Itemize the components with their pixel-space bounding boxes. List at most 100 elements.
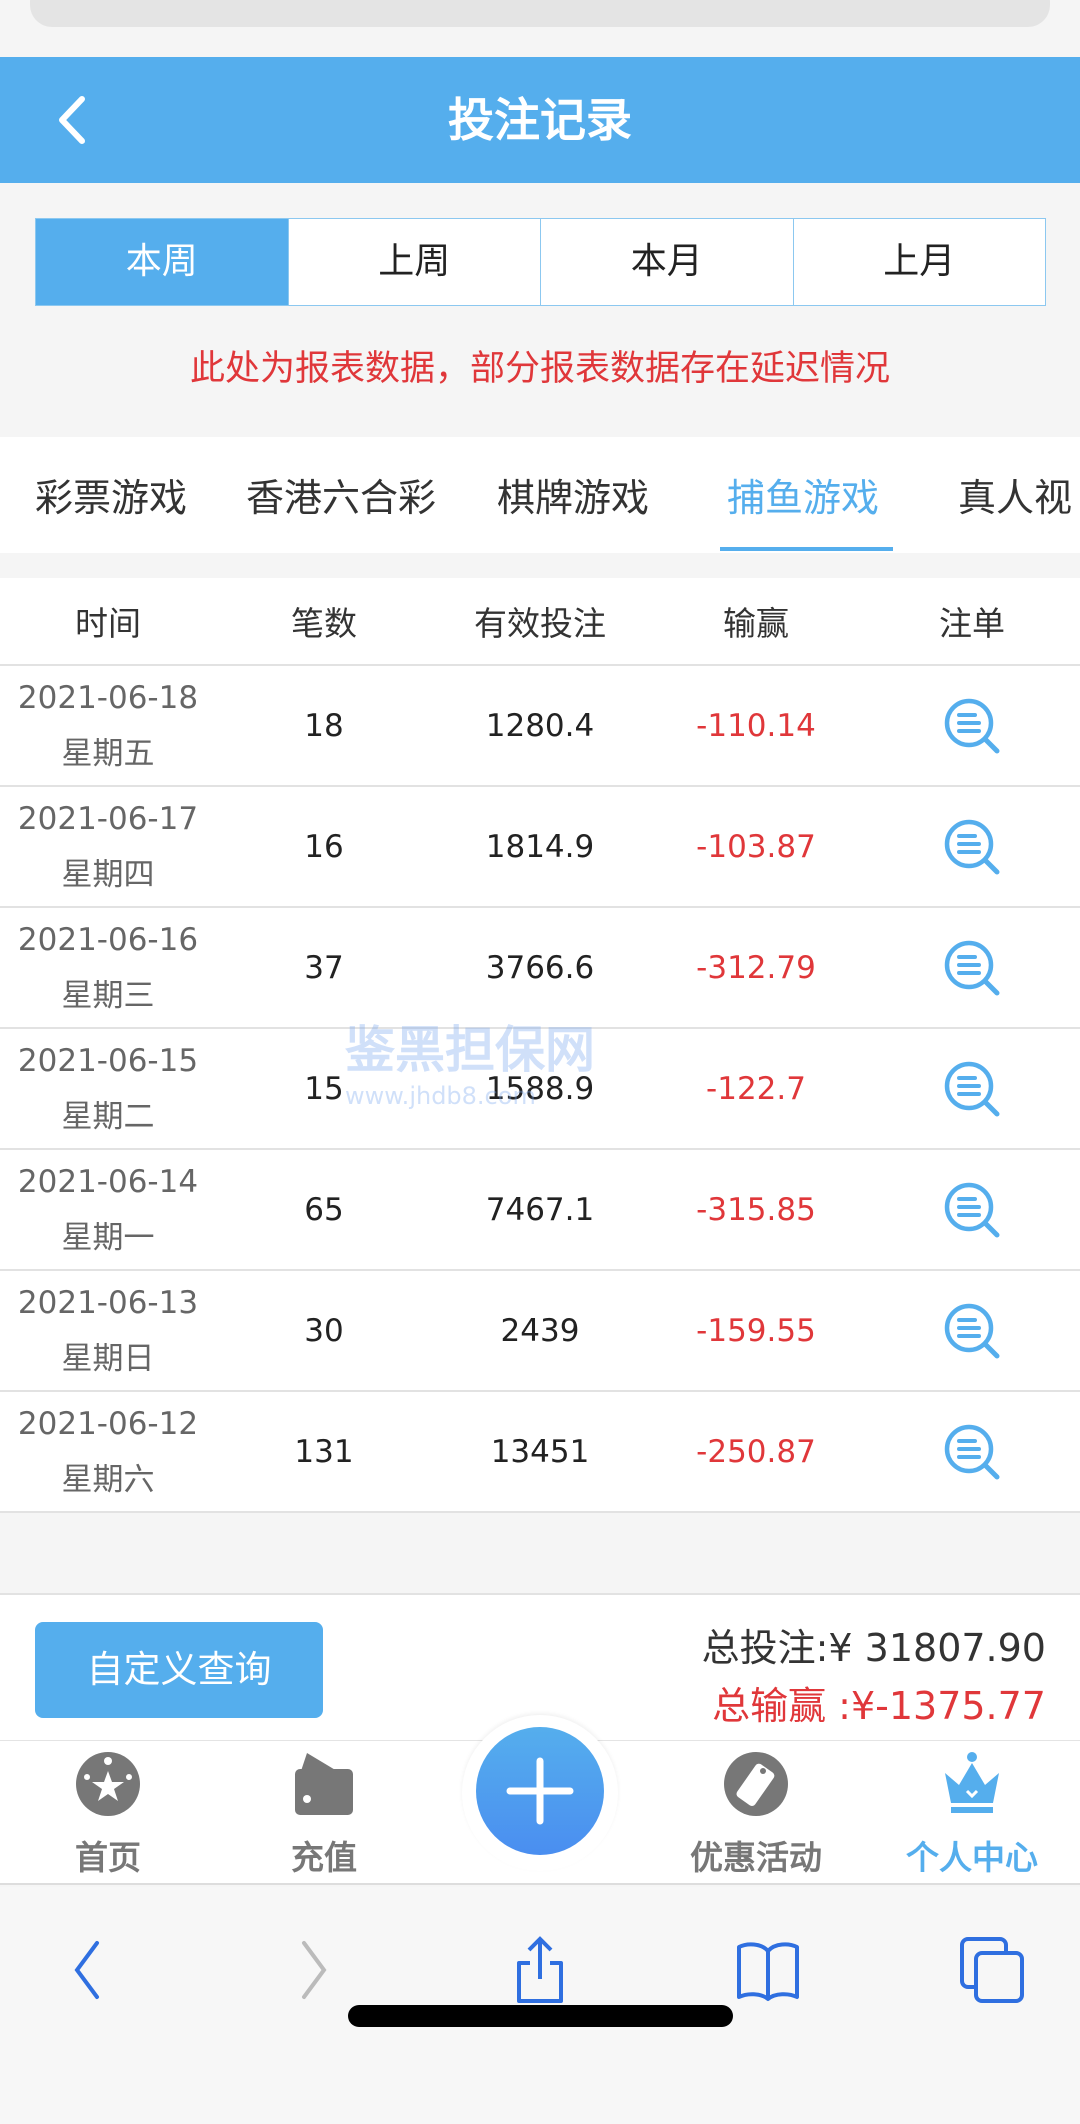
wallet-icon (295, 1753, 353, 1815)
cell-date: 2021-06-16 (17, 921, 199, 958)
cell-valid-bet: 1814.9 (485, 828, 595, 865)
back-button[interactable] (50, 93, 100, 147)
nav-promotions[interactable]: 优惠活动 (676, 1751, 836, 1879)
cell-valid-bet: 13451 (490, 1433, 590, 1470)
cell-win-loss: -122.7 (706, 1070, 806, 1107)
view-details-icon[interactable] (942, 696, 1002, 756)
cell-time: 2021-06-13 星期日 (0, 1275, 216, 1387)
custom-query-button[interactable]: 自定义查询 (35, 1622, 323, 1718)
view-details-icon[interactable] (942, 1422, 1002, 1482)
tab-card-games[interactable]: 棋牌游戏 (497, 476, 650, 520)
app-header: 投注记录 (0, 57, 1080, 183)
cell-weekday: 星期六 (61, 1461, 155, 1498)
col-valid-bet: 有效投注 (474, 604, 606, 643)
cell-bet-slip (864, 1422, 1080, 1482)
cell-date: 2021-06-18 (17, 679, 199, 716)
tabs-icon[interactable] (958, 1935, 1028, 2005)
cell-time: 2021-06-18 星期五 (0, 670, 216, 782)
nav-home[interactable]: 首页 (28, 1751, 188, 1879)
col-win-loss: 输赢 (723, 604, 789, 643)
table-row: 2021-06-13 星期日 30 2439 -159.55 (0, 1271, 1080, 1392)
table-row: 2021-06-17 星期四 16 1814.9 -103.87 (0, 787, 1080, 908)
page-title: 投注记录 (448, 93, 632, 147)
cell-time: 2021-06-14 星期一 (0, 1154, 216, 1266)
tab-last-week[interactable]: 上周 (287, 219, 541, 305)
cell-time: 2021-06-12 星期六 (0, 1396, 216, 1508)
cell-win-loss: -315.85 (696, 1191, 816, 1228)
cell-time: 2021-06-15 星期二 (0, 1033, 216, 1145)
plus-button[interactable] (476, 1727, 604, 1855)
col-time: 时间 (75, 604, 141, 643)
total-win-loss: 总输赢 :¥-1375.77 (712, 1684, 1046, 1728)
nav-profile[interactable]: 个人中心 (892, 1751, 1052, 1879)
tab-lottery[interactable]: 彩票游戏 (35, 476, 188, 520)
cell-win-loss: -103.87 (696, 828, 816, 865)
cell-bet-slip (864, 938, 1080, 998)
star-ball-icon (76, 1752, 140, 1816)
share-icon[interactable] (505, 1935, 575, 2005)
cell-win-loss: -250.87 (696, 1433, 816, 1470)
tab-fishing[interactable]: 捕鱼游戏 (727, 476, 880, 520)
cell-count: 15 (304, 1070, 344, 1107)
cell-weekday: 星期四 (61, 856, 155, 893)
tab-last-month[interactable]: 上月 (792, 219, 1046, 305)
table-row: 2021-06-14 星期一 65 7467.1 -315.85 (0, 1150, 1080, 1271)
table-header: 时间 笔数 有效投注 输赢 注单 (0, 578, 1080, 666)
browser-url-bar[interactable] (30, 0, 1050, 27)
cell-count: 65 (304, 1191, 344, 1228)
home-indicator (348, 2005, 733, 2027)
bookmarks-icon[interactable] (733, 1935, 803, 2005)
view-details-icon[interactable] (942, 817, 1002, 877)
cell-bet-slip (864, 696, 1080, 756)
cell-date: 2021-06-13 (17, 1284, 199, 1321)
cell-count: 16 (304, 828, 344, 865)
tab-this-month[interactable]: 本月 (540, 219, 793, 305)
table-row: 2021-06-15 星期二 15 1588.9 -122.7 (0, 1029, 1080, 1150)
cell-weekday: 星期日 (61, 1340, 155, 1377)
cell-date: 2021-06-17 (17, 800, 199, 837)
bottom-nav: 首页 充值 优惠活动 个人中心 (0, 1715, 1080, 1885)
cell-bet-slip (864, 1180, 1080, 1240)
cell-bet-slip (864, 1301, 1080, 1361)
cell-count: 37 (304, 949, 344, 986)
cell-date: 2021-06-14 (17, 1163, 199, 1200)
cell-count: 18 (304, 707, 344, 744)
view-details-icon[interactable] (942, 1059, 1002, 1119)
table-row: 2021-06-18 星期五 18 1280.4 -110.14 (0, 666, 1080, 787)
bet-records-table: 时间 笔数 有效投注 输赢 注单 2021-06-18 星期五 18 1280.4… (0, 578, 1080, 1513)
cell-valid-bet: 1280.4 (485, 707, 595, 744)
table-row: 2021-06-16 星期三 37 3766.6 -312.79 (0, 908, 1080, 1029)
cell-bet-slip (864, 1059, 1080, 1119)
cell-valid-bet: 7467.1 (485, 1191, 595, 1228)
tab-this-week[interactable]: 本周 (36, 219, 288, 305)
cell-bet-slip (864, 817, 1080, 877)
tab-hk-mark-six[interactable]: 香港六合彩 (246, 476, 437, 520)
cell-valid-bet: 3766.6 (485, 949, 595, 986)
view-details-icon[interactable] (942, 1180, 1002, 1240)
nav-recharge[interactable]: 充值 (244, 1751, 404, 1879)
cell-valid-bet: 1588.9 (485, 1070, 595, 1107)
cell-date: 2021-06-12 (17, 1405, 199, 1442)
cell-date: 2021-06-15 (17, 1042, 199, 1079)
cell-weekday: 星期三 (61, 977, 155, 1014)
view-details-icon[interactable] (942, 938, 1002, 998)
view-details-icon[interactable] (942, 1301, 1002, 1361)
table-row: 2021-06-12 星期六 131 13451 -250.87 (0, 1392, 1080, 1513)
cell-win-loss: -312.79 (696, 949, 816, 986)
cell-count: 131 (294, 1433, 354, 1470)
tab-live-casino[interactable]: 真人视 (958, 476, 1073, 520)
cell-time: 2021-06-17 星期四 (0, 791, 216, 903)
total-bet: 总投注:¥ 31807.90 (701, 1626, 1046, 1670)
cell-valid-bet: 2439 (500, 1312, 580, 1349)
cell-win-loss: -159.55 (696, 1312, 816, 1349)
browser-back-icon[interactable] (53, 1935, 123, 2005)
coupon-icon (724, 1752, 788, 1816)
plus-icon (506, 1757, 574, 1825)
active-tab-underline (720, 547, 893, 551)
cell-weekday: 星期一 (61, 1219, 155, 1256)
period-tabs: 本周 上周 本月 上月 (35, 218, 1046, 306)
col-count: 笔数 (291, 604, 357, 643)
cell-count: 30 (304, 1312, 344, 1349)
cell-weekday: 星期二 (61, 1098, 155, 1135)
browser-forward-icon[interactable] (278, 1935, 348, 2005)
